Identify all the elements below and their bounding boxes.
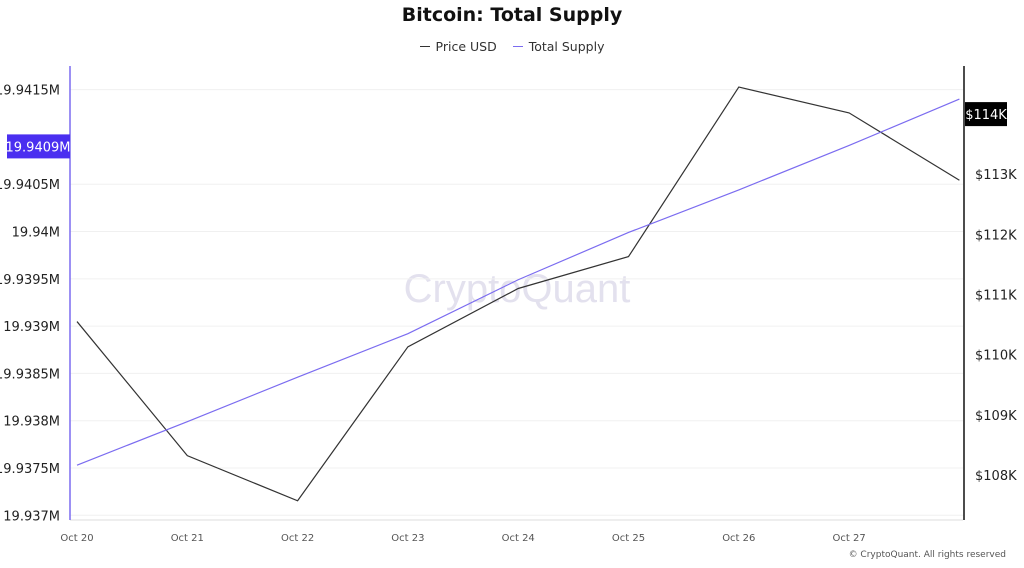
right-tick-label: $113K (975, 168, 1017, 183)
x-tick-label: Oct 20 (60, 533, 93, 544)
x-tick-label: Oct 24 (502, 533, 535, 544)
right-tick-label: $109K (975, 409, 1017, 424)
left-axis-highlight (7, 134, 70, 159)
right-tick-label: $111K (975, 289, 1017, 304)
left-tick-label: 19.9395M (0, 273, 60, 288)
right-tick-label: $112K (975, 228, 1017, 243)
x-tick-label: Oct 22 (281, 533, 314, 544)
x-tick-label: Oct 23 (391, 533, 424, 544)
left-tick-label: 19.937M (3, 509, 60, 524)
left-tick-label: 19.938M (3, 415, 60, 430)
legend: Price USD Total Supply (0, 35, 1024, 54)
chart-title: Bitcoin: Total Supply (401, 4, 623, 26)
right-tick-label: $110K (975, 349, 1017, 364)
copyright: © CryptoQuant. All rights reserved (848, 550, 1006, 560)
legend-item-price[interactable]: Price USD (419, 38, 497, 54)
legend-item-supply[interactable]: Total Supply (512, 38, 605, 54)
right-axis-highlight (965, 102, 1007, 127)
legend-label: Total Supply (528, 38, 605, 54)
left-tick-label: 19.9385M (0, 367, 60, 382)
right-tick-label: $108K (975, 469, 1017, 484)
left-tick-label: 19.9375M (0, 462, 60, 477)
left-tick-label: 19.9415M (0, 84, 60, 99)
left-tick-label: 19.939M (3, 320, 60, 335)
left-tick-label: 19.9405M (0, 178, 60, 193)
x-tick-label: Oct 27 (832, 533, 865, 544)
legend-swatch (512, 45, 523, 47)
left-tick-label: 19.94M (12, 226, 60, 241)
x-tick-label: Oct 25 (612, 533, 645, 544)
right-axis-highlight-label: $114K (965, 108, 1007, 123)
legend-label: Price USD (435, 38, 497, 54)
left-axis-highlight-label: 19.9409M (6, 140, 71, 155)
series-line-price-usd (76, 86, 960, 502)
series-line-total-supply (76, 98, 960, 466)
x-tick-label: Oct 26 (722, 533, 755, 544)
x-tick-label: Oct 21 (171, 533, 204, 544)
legend-swatch (419, 45, 430, 47)
